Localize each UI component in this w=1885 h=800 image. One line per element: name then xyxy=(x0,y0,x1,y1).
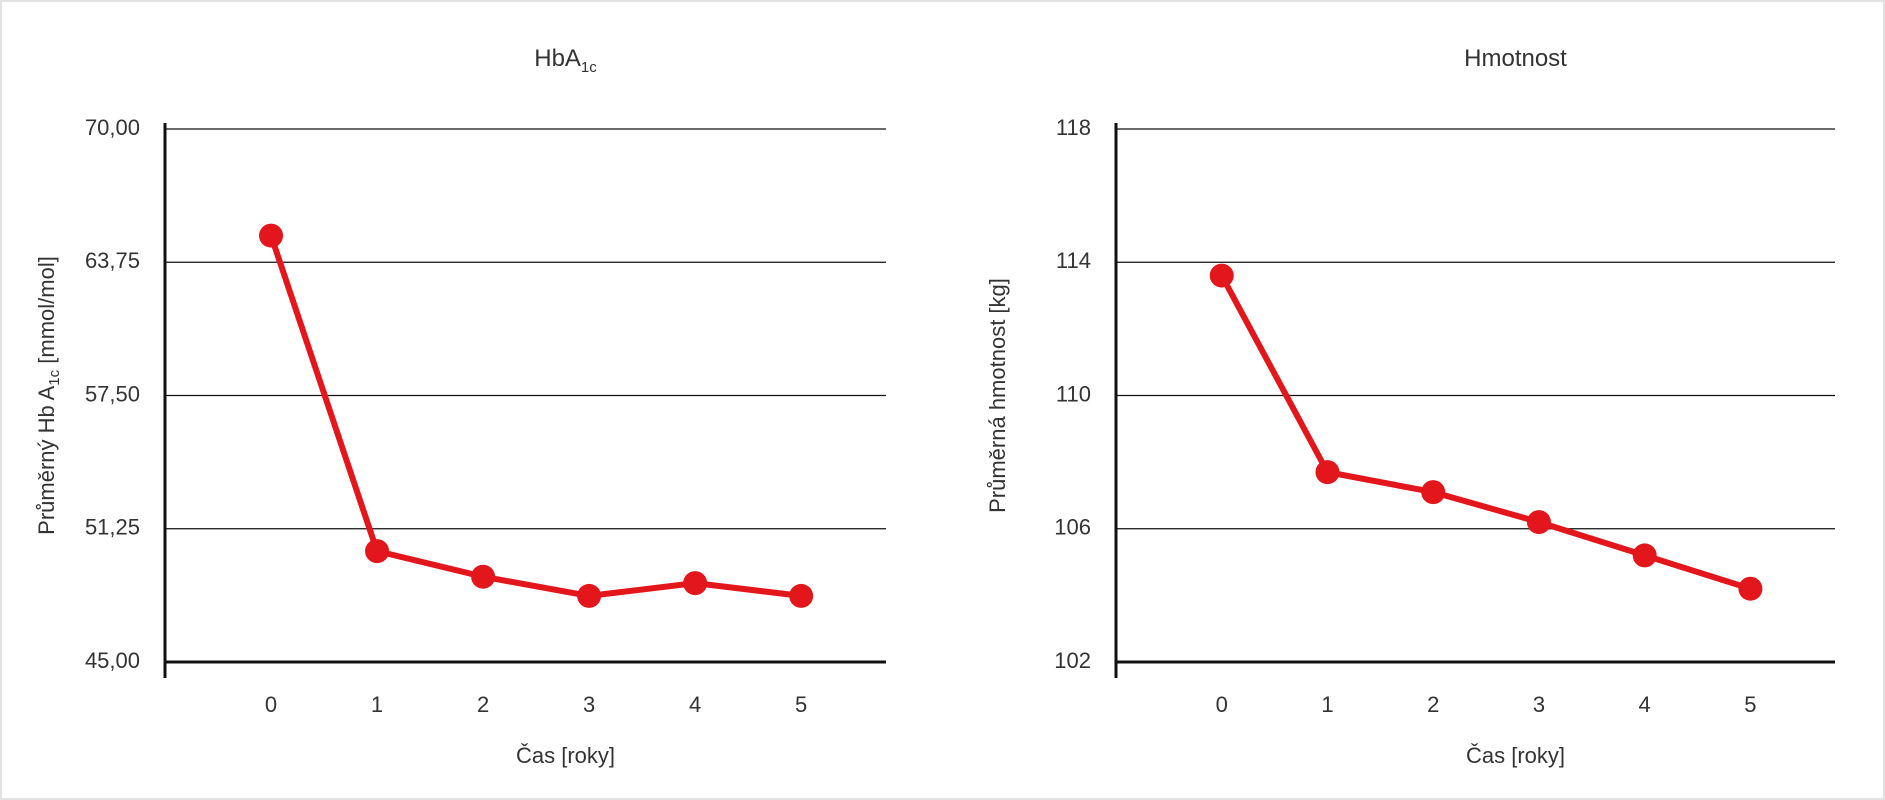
marker xyxy=(1526,510,1551,535)
title-text: HbA xyxy=(534,45,581,72)
title-subscript: 1c xyxy=(581,59,597,76)
x-axis-label: Čas [roky] xyxy=(1466,743,1565,768)
y-label-text: [mmol/mol] xyxy=(34,256,59,370)
y-tick-label: 51,25 xyxy=(85,515,140,540)
marker xyxy=(1421,480,1446,505)
x-tick-label: 4 xyxy=(1639,692,1651,717)
x-tick-label: 3 xyxy=(1533,692,1545,717)
marker xyxy=(1315,460,1340,485)
x-tick-label: 0 xyxy=(265,692,277,717)
chart-title: Hmotnost xyxy=(1464,45,1567,72)
y-tick-label: 110 xyxy=(1056,381,1091,406)
title-text: Hmotnost xyxy=(1464,45,1567,72)
x-tick-label: 1 xyxy=(371,692,383,717)
marker xyxy=(577,583,602,608)
y-tick-label: 45,00 xyxy=(85,648,140,673)
y-tick-label: 106 xyxy=(1054,515,1091,540)
x-axis-label: Čas [roky] xyxy=(516,743,615,768)
chart-title: HbA1c xyxy=(534,45,597,76)
y-tick-label: 102 xyxy=(1054,648,1091,673)
x-tick-label: 5 xyxy=(1744,692,1756,717)
marker xyxy=(365,539,390,564)
line xyxy=(1219,274,1752,592)
marker xyxy=(1209,263,1234,288)
x-tick-label: 1 xyxy=(1321,692,1333,717)
marker xyxy=(789,583,814,608)
marker xyxy=(1632,543,1657,568)
marker xyxy=(683,571,708,596)
line xyxy=(268,234,802,599)
y-tick-label: 57,50 xyxy=(85,381,140,406)
x-tick-label: 2 xyxy=(1427,692,1439,717)
y-tick-label: 118 xyxy=(1056,115,1091,140)
y-axis-label: Průměrný Hb A1c [mmol/mol] xyxy=(34,256,63,535)
y-label-text: Průměrný Hb A xyxy=(34,385,59,534)
marker xyxy=(259,223,284,248)
y-label-text: Průměrná hmotnost [kg] xyxy=(985,278,1010,513)
y-tick-label: 114 xyxy=(1056,248,1091,273)
y-axis-label: Průměrná hmotnost [kg] xyxy=(985,278,1010,513)
marker xyxy=(1738,576,1763,601)
x-tick-label: 5 xyxy=(795,692,807,717)
marker xyxy=(471,564,496,589)
x-tick-label: 3 xyxy=(583,692,595,717)
y-label-subscript: 1c xyxy=(46,369,63,385)
y-tick-label: 63,75 xyxy=(85,248,140,273)
x-tick-label: 4 xyxy=(689,692,701,717)
x-tick-label: 0 xyxy=(1216,692,1228,717)
x-tick-label: 2 xyxy=(477,692,489,717)
y-tick-label: 70,00 xyxy=(85,115,140,140)
